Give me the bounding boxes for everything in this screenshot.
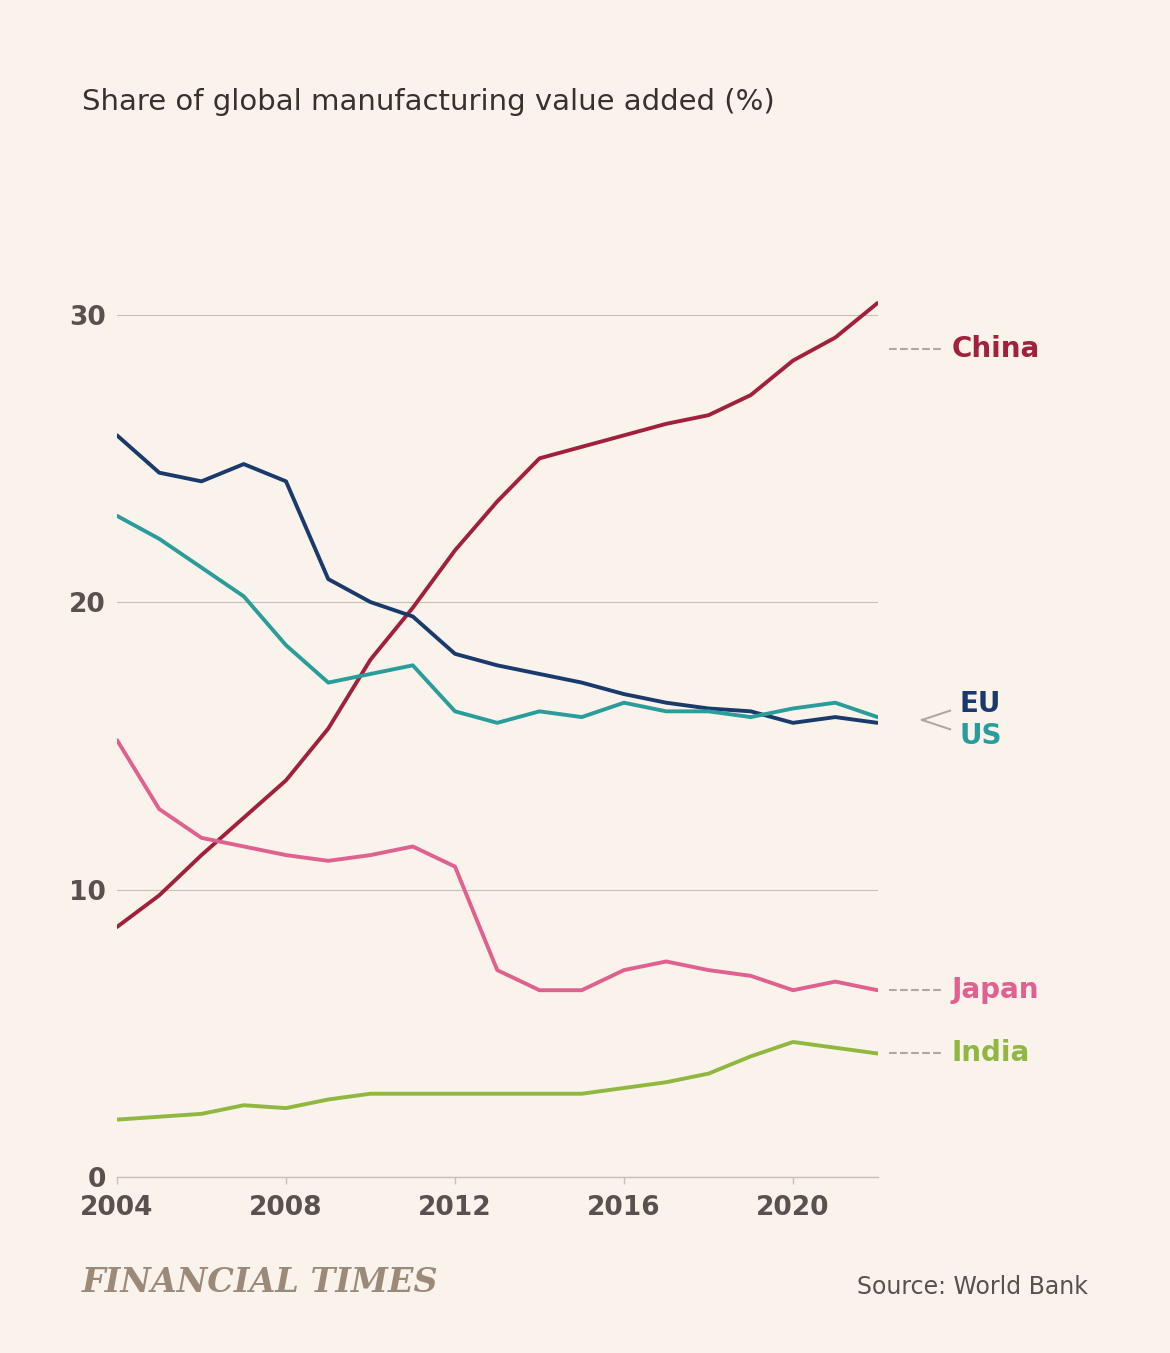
Text: EU: EU [959,690,1000,718]
Text: Japan: Japan [951,977,1039,1004]
Text: FINANCIAL TIMES: FINANCIAL TIMES [82,1266,439,1299]
Text: China: China [951,336,1039,363]
Text: US: US [959,723,1002,750]
Text: Source: World Bank: Source: World Bank [858,1275,1088,1299]
Text: Share of global manufacturing value added (%): Share of global manufacturing value adde… [82,88,775,116]
Text: India: India [951,1039,1030,1068]
